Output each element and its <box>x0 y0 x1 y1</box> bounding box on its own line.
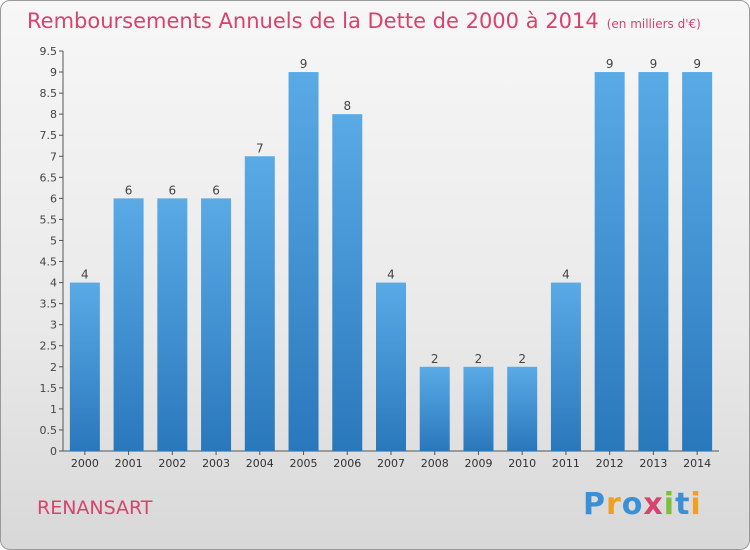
chart-bars <box>69 72 713 451</box>
x-tick-label: 2013 <box>639 457 667 470</box>
x-tick-label: 2006 <box>333 457 361 470</box>
x-tick-label: 2003 <box>202 457 230 470</box>
x-tick-label: 2007 <box>377 457 405 470</box>
y-tick-label: 6 <box>50 192 57 205</box>
bar <box>594 72 625 451</box>
logo-letter: i <box>663 487 676 522</box>
y-tick-label: 5 <box>50 234 57 247</box>
town-name: RENANSART <box>37 497 153 519</box>
data-label: 6 <box>125 183 133 197</box>
x-tick-label: 2008 <box>421 457 449 470</box>
y-tick-label: 7 <box>50 150 57 163</box>
bar <box>419 366 450 451</box>
proxiti-logo: Proxiti <box>583 487 702 522</box>
bar <box>157 198 188 451</box>
bar-chart: 0 0.5 1 1.5 2 2.5 3 3.5 4 4.5 5 5.5 6 6.5 7 7.5 8 8.5 9 9.5… <box>40 45 719 470</box>
y-tick-label: 0 <box>50 445 57 458</box>
y-tick-label: 4 <box>50 277 57 290</box>
data-label: 9 <box>693 57 701 71</box>
x-tick-label: 2000 <box>71 457 99 470</box>
data-label: 8 <box>343 99 351 113</box>
y-tick-label: 9.5 <box>40 45 58 58</box>
bar <box>332 114 363 451</box>
bar <box>244 156 275 451</box>
x-tick-label: 2012 <box>596 457 624 470</box>
data-label: 9 <box>650 57 658 71</box>
bar <box>507 366 538 451</box>
y-tick-label: 0.5 <box>40 424 58 437</box>
data-label: 6 <box>212 183 220 197</box>
data-label: 6 <box>169 183 177 197</box>
y-tick-label: 4.5 <box>40 256 58 269</box>
chart-data-labels: 4 6 6 6 7 9 8 4 2 2 2 4 9 9 9 <box>81 57 701 366</box>
y-tick-label: 3 <box>50 319 57 332</box>
chart-title: Remboursements Annuels de la Dette de 20… <box>27 9 701 33</box>
y-tick-label: 2 <box>50 361 57 374</box>
y-tick-label: 8 <box>50 108 57 121</box>
bar <box>69 282 100 451</box>
bar <box>288 72 319 451</box>
data-label: 4 <box>387 268 395 282</box>
data-label: 4 <box>81 268 89 282</box>
data-label: 2 <box>475 352 483 366</box>
x-tick-label: 2004 <box>246 457 274 470</box>
bar <box>682 72 713 451</box>
x-tick-label: 2001 <box>115 457 143 470</box>
bar <box>463 366 494 451</box>
bar <box>113 198 144 451</box>
data-label: 9 <box>606 57 614 71</box>
data-label: 9 <box>300 57 308 71</box>
y-tick-label: 3.5 <box>40 298 58 311</box>
chart-title-text: Remboursements Annuels de la Dette de 20… <box>27 9 599 33</box>
data-label: 4 <box>562 268 570 282</box>
bar <box>201 198 232 451</box>
logo-letter: t <box>675 487 691 522</box>
y-tick-label: 5.5 <box>40 213 58 226</box>
y-tick-label: 6.5 <box>40 171 58 184</box>
x-tick-label: 2014 <box>683 457 711 470</box>
data-label: 2 <box>518 352 526 366</box>
y-tick-label: 2.5 <box>40 340 58 353</box>
logo-letter: r <box>606 487 622 522</box>
y-tick-label: 8.5 <box>40 87 58 100</box>
logo-letter: P <box>583 487 606 522</box>
bar <box>550 282 581 451</box>
y-tick-label: 1.5 <box>40 382 58 395</box>
y-tick-label: 7.5 <box>40 129 58 142</box>
data-label: 7 <box>256 141 264 155</box>
x-tick-label: 2009 <box>464 457 492 470</box>
x-tick-label: 2005 <box>290 457 318 470</box>
chart-axes: 0 0.5 1 1.5 2 2.5 3 3.5 4 4.5 5 5.5 6 6.5 7 7.5 8 8.5 9 9.5… <box>40 45 719 470</box>
y-tick-label: 9 <box>50 66 57 79</box>
logo-letter: x <box>643 487 664 522</box>
x-tick-label: 2011 <box>552 457 580 470</box>
x-tick-label: 2010 <box>508 457 536 470</box>
x-tick-label: 2002 <box>158 457 186 470</box>
data-label: 2 <box>431 352 439 366</box>
logo-letter: o <box>621 487 644 522</box>
bar <box>638 72 669 451</box>
logo-letter: i <box>690 487 702 522</box>
y-tick-label: 1 <box>50 403 57 416</box>
chart-subtitle: (en milliers d'€) <box>606 17 701 31</box>
bar <box>376 282 406 451</box>
